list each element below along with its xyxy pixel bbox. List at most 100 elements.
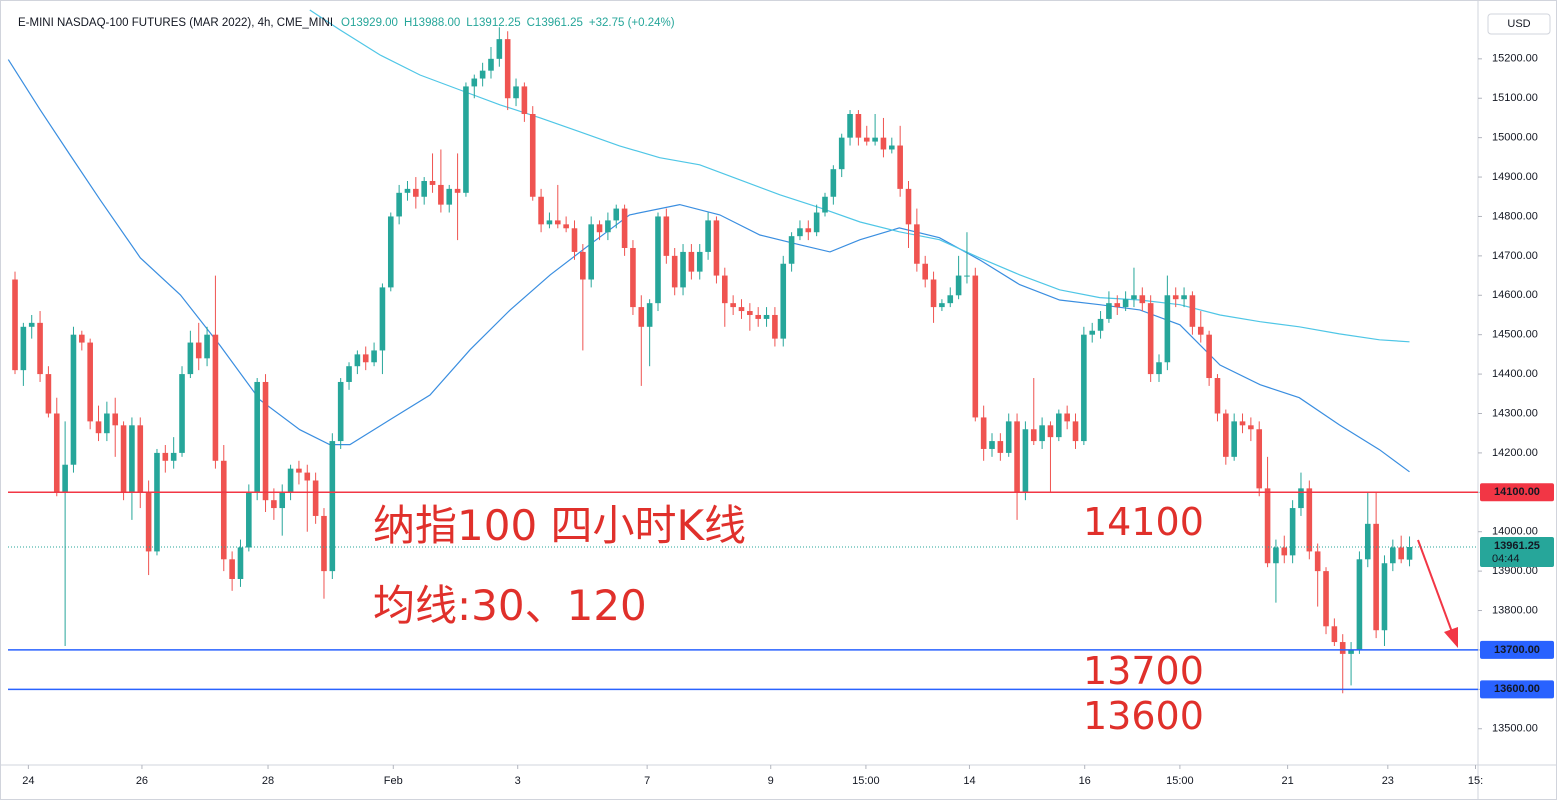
candle-body	[580, 251, 586, 280]
y-tick-label: 15200.00	[1492, 53, 1538, 65]
candle-body	[1131, 295, 1137, 300]
x-tick-label: 3	[515, 775, 521, 787]
x-tick-label: 15:	[1468, 775, 1483, 787]
candle-body	[1331, 626, 1338, 643]
arrow-shaft	[1417, 539, 1453, 633]
candle-body	[897, 145, 903, 189]
candle-body	[705, 220, 711, 252]
candle-body	[1373, 523, 1379, 631]
price-label: 14100.00	[1494, 486, 1540, 498]
candle-body	[179, 374, 185, 453]
moving-average	[309, 9, 1410, 343]
candle-body	[947, 295, 954, 304]
candle-body	[1122, 299, 1129, 308]
candle-body	[980, 417, 987, 449]
candle-body	[1231, 421, 1237, 457]
candle-body	[922, 263, 929, 280]
candle-body	[1289, 508, 1296, 556]
candle-body	[1114, 303, 1121, 308]
candle-body	[1348, 649, 1354, 654]
candle-body	[1089, 330, 1096, 335]
candle-body	[1081, 334, 1087, 442]
y-tick-label: 13500.00	[1492, 723, 1538, 735]
candle-body	[1097, 318, 1104, 331]
candle-body	[321, 515, 327, 572]
header-low: L13912.25	[466, 17, 520, 29]
x-tick-label: 9	[768, 775, 774, 787]
annotation: 13700	[1083, 649, 1204, 693]
candle-body	[1039, 425, 1045, 442]
candle-body	[730, 303, 736, 308]
candle-body	[1030, 429, 1037, 442]
candle-body	[538, 196, 544, 225]
candle-body	[337, 381, 344, 442]
candle-body	[162, 452, 169, 461]
candle-body	[571, 228, 578, 252]
candle-body	[1248, 425, 1254, 430]
candle-body	[70, 334, 77, 465]
y-tick-label: 14600.00	[1492, 289, 1538, 301]
candle-body	[513, 86, 519, 99]
candle-body	[137, 425, 144, 493]
annotation: 纳指100 四小时K线	[373, 501, 746, 550]
y-tick-label: 14300.00	[1492, 407, 1538, 419]
candle-body	[1398, 547, 1404, 560]
candle-body	[1214, 378, 1221, 414]
candle-body	[1047, 425, 1054, 438]
y-tick-label: 15000.00	[1492, 132, 1538, 144]
annotation: 均线:30、120	[373, 581, 647, 630]
currency: USD	[1507, 18, 1530, 30]
candle-body	[1323, 571, 1329, 627]
x-tick-label: 14	[963, 775, 975, 787]
candle-body	[1390, 547, 1396, 564]
header-close: C13961.25	[527, 17, 583, 29]
candle-body	[872, 137, 878, 142]
candle-body	[504, 39, 511, 99]
x-tick-label: 28	[262, 775, 274, 787]
candle-body	[220, 460, 227, 560]
candle-body	[546, 220, 553, 225]
x-tick-label: 16	[1079, 775, 1091, 787]
candle-body	[95, 421, 102, 434]
currency-button[interactable]	[1487, 13, 1551, 35]
candle-body	[1164, 295, 1171, 363]
candle-body	[646, 303, 653, 327]
candle-body	[905, 188, 912, 225]
annotation: 13600	[1083, 694, 1204, 738]
candle-body	[1147, 303, 1154, 375]
candle-body	[680, 251, 686, 288]
candle-body	[847, 114, 853, 138]
candle-body	[246, 492, 252, 548]
candle-body	[438, 184, 444, 205]
candle-body	[229, 559, 235, 580]
candle-body	[1181, 295, 1187, 300]
candle-body	[454, 188, 461, 193]
candle-body	[696, 251, 703, 272]
candle-body	[1306, 488, 1313, 552]
candle-body	[1072, 421, 1079, 442]
candle-body	[262, 381, 269, 501]
candle-body	[638, 307, 645, 327]
candle-body	[463, 86, 469, 193]
candle-body	[1056, 413, 1062, 438]
x-tick-label: 23	[1382, 775, 1394, 787]
y-tick-label: 14200.00	[1492, 447, 1538, 459]
candle-body	[855, 114, 862, 138]
candle-body	[713, 220, 720, 276]
candle-body	[554, 220, 561, 225]
y-tick-label: 14700.00	[1492, 250, 1538, 262]
candle-body	[104, 413, 110, 434]
candle-body	[863, 137, 870, 142]
candle-body	[37, 322, 43, 375]
candle-body	[28, 322, 35, 327]
candle-body	[237, 547, 244, 580]
candle-body	[387, 216, 394, 288]
candle-body	[496, 39, 503, 59]
candle-body	[413, 188, 419, 197]
candle-body	[1064, 413, 1070, 422]
candle-body	[822, 196, 828, 213]
candle-body	[79, 334, 85, 343]
header-open: O13929.00	[341, 17, 398, 29]
candle-body	[362, 354, 369, 363]
